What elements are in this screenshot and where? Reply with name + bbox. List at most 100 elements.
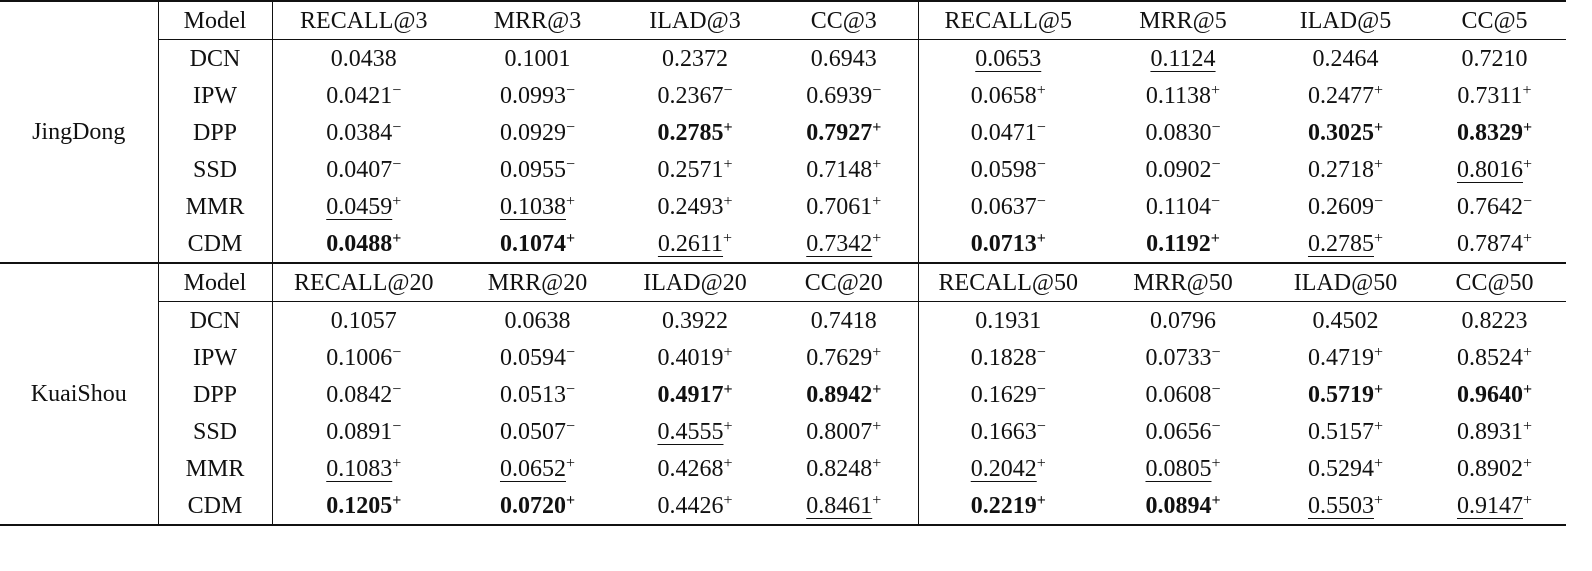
data-row: MMR 0.1083+ 0.0652+ 0.4268+ 0.8248+ 0.2042+ 0.…	[0, 450, 1566, 487]
metric-cell: 0.0513−	[455, 376, 620, 413]
metric-cell: 0.1138+	[1098, 77, 1268, 114]
column-header: CC@20	[770, 263, 918, 302]
metric-value: 0.1083	[326, 455, 393, 482]
metric-cell: 0.1006−	[272, 339, 455, 376]
significance-mark: +	[1373, 229, 1384, 247]
significance-mark: +	[1211, 454, 1221, 472]
metric-value: 0.0598	[970, 156, 1037, 183]
significance-mark: +	[872, 229, 882, 247]
column-header: CC@50	[1423, 263, 1566, 302]
metric-value: 0.2367	[657, 82, 724, 109]
metric-value: 0.0805	[1145, 455, 1212, 482]
column-header: RECALL@20	[272, 263, 455, 302]
metric-value: 0.4268	[657, 455, 724, 482]
metric-value: 0.1931	[975, 307, 1042, 334]
metric-cell: 0.8248+	[770, 450, 918, 487]
significance-mark: −	[392, 380, 402, 398]
significance-mark: +	[392, 491, 402, 509]
column-header: ILAD@20	[620, 263, 770, 302]
significance-mark: +	[723, 155, 733, 173]
metric-cell: 0.0638	[455, 302, 620, 340]
metric-cell: 0.8007+	[770, 413, 918, 450]
metric-value: 0.0471	[970, 119, 1037, 146]
metric-value: 0.2477	[1307, 82, 1374, 109]
data-row: IPW 0.1006− 0.0594− 0.4019+ 0.7629+ 0.1828− 0.…	[0, 339, 1566, 376]
metric-cell: 0.4719+	[1268, 339, 1423, 376]
metric-cell: 0.0421−	[272, 77, 455, 114]
significance-mark: +	[392, 229, 402, 247]
metric-cell: 0.1663−	[917, 413, 1098, 450]
metric-value: 0.9640	[1456, 381, 1523, 408]
metric-value: 0.0891	[326, 418, 393, 445]
column-header: ILAD@50	[1268, 263, 1423, 302]
metric-cell: 0.0653	[917, 39, 1098, 77]
metric-cell: 0.5503+	[1268, 487, 1423, 525]
significance-mark: +	[1373, 118, 1384, 136]
metric-value: 0.0842	[326, 381, 393, 408]
metric-value: 0.7061	[806, 193, 873, 220]
model-name: CDM	[158, 225, 273, 263]
column-header: ILAD@3	[620, 1, 770, 40]
metric-value: 0.0796	[1150, 307, 1216, 334]
metric-value: 0.7927	[806, 119, 873, 146]
significance-mark: +	[565, 192, 576, 210]
significance-mark: −	[565, 81, 576, 99]
metric-cell: 0.0598−	[917, 151, 1098, 188]
significance-mark: +	[872, 454, 882, 472]
significance-mark: +	[872, 192, 882, 210]
significance-mark: −	[1036, 118, 1046, 136]
metric-cell: 0.8524+	[1423, 339, 1566, 376]
metric-value: 0.8942	[806, 381, 873, 408]
significance-mark: +	[1211, 491, 1221, 509]
metric-cell: 0.0507−	[455, 413, 620, 450]
data-row: DPP 0.0842− 0.0513− 0.4917+ 0.8942+ 0.1629− 0.…	[0, 376, 1566, 413]
significance-mark: +	[1036, 454, 1046, 472]
significance-mark: −	[392, 417, 402, 435]
metric-value: 0.1124	[1150, 45, 1216, 72]
metric-value: 0.1038	[499, 193, 566, 220]
metric-cell: 0.2464	[1268, 40, 1423, 78]
metric-value: 0.0513	[499, 381, 566, 408]
significance-mark: +	[1036, 229, 1046, 247]
metric-value: 0.0594	[499, 344, 566, 371]
metric-cell: 0.4917+	[620, 376, 770, 413]
significance-mark: −	[1211, 118, 1221, 136]
header-row: KuaiShou Model RECALL@20 MRR@20 ILAD@20 CC@20…	[0, 263, 1566, 525]
metric-value: 0.0507	[499, 418, 566, 445]
significance-mark: −	[565, 118, 576, 136]
column-header: MRR@3	[455, 1, 620, 40]
metric-value: 0.0488	[326, 230, 393, 257]
metric-value: 0.8248	[806, 455, 873, 482]
model-name: DCN	[158, 301, 273, 339]
significance-mark: +	[392, 454, 402, 472]
significance-mark: +	[723, 229, 733, 247]
metric-value: 0.8223	[1461, 307, 1528, 334]
model-name: DPP	[158, 114, 273, 151]
significance-mark: −	[1211, 155, 1221, 173]
significance-mark: +	[1522, 229, 1533, 247]
metric-value: 0.1629	[970, 381, 1037, 408]
metric-value: 0.0830	[1145, 119, 1212, 146]
metric-cell: 0.4555+	[620, 413, 770, 450]
metric-cell: 0.0902−	[1098, 151, 1268, 188]
metric-value: 0.0658	[970, 82, 1037, 109]
metric-value: 0.0955	[499, 156, 566, 183]
column-header: RECALL@5	[917, 1, 1098, 40]
metric-value: 0.5157	[1307, 418, 1374, 445]
metric-cell: 0.5719+	[1268, 376, 1423, 413]
metric-value: 0.6939	[806, 82, 873, 109]
metric-cell: 0.1931	[917, 301, 1098, 339]
dataset-block: KuaiShou Model RECALL@20 MRR@20 ILAD@20 CC@20…	[0, 263, 1566, 525]
metric-cell: 0.0438	[272, 40, 455, 78]
metric-value: 0.4426	[657, 492, 724, 519]
metric-cell: 0.0993−	[455, 77, 620, 114]
metric-cell: 0.4268+	[620, 450, 770, 487]
metric-cell: 0.1038+	[455, 188, 620, 225]
table: JingDong Model RECALL@3 MRR@3 ILAD@3 CC@3 RECA…	[0, 1, 1566, 525]
metric-value: 0.9147	[1456, 492, 1523, 519]
metric-value: 0.1205	[326, 492, 393, 519]
significance-mark: −	[392, 155, 402, 173]
metric-cell: 0.2367−	[620, 77, 770, 114]
metric-value: 0.7311	[1457, 82, 1523, 109]
significance-mark: +	[723, 491, 733, 509]
